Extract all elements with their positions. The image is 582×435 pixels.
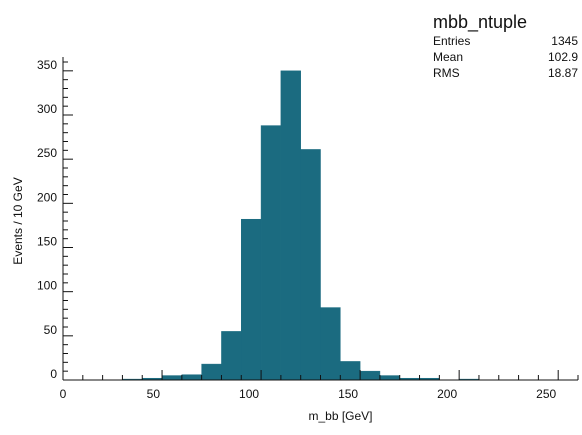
x-tick-label: 50 bbox=[147, 387, 161, 401]
y-tick-label: 100 bbox=[37, 279, 57, 293]
histogram-bar bbox=[359, 370, 381, 381]
stats-box-title: mbb_ntuple bbox=[433, 12, 527, 33]
histogram-bar bbox=[221, 331, 242, 381]
y-axis-label: Events / 10 GeV bbox=[11, 177, 25, 264]
y-tick-label: 350 bbox=[37, 58, 57, 72]
x-axis-label: m_bb [GeV] bbox=[308, 409, 372, 423]
histogram-bar bbox=[161, 375, 183, 381]
x-tick-label: 0 bbox=[60, 387, 67, 401]
stats-mean-value: 102.9 bbox=[548, 50, 578, 64]
x-tick-label: 100 bbox=[239, 387, 259, 401]
y-tick-label: 200 bbox=[37, 190, 57, 204]
histogram-bar bbox=[260, 125, 282, 381]
stats-mean-label: Mean bbox=[433, 50, 463, 64]
stats-box: mbb_ntuple Entries 1345 Mean 102.9 RMS 1… bbox=[433, 12, 578, 80]
histogram-bar bbox=[300, 149, 321, 381]
stats-rms-value: 18.87 bbox=[548, 66, 578, 80]
x-tick-label: 150 bbox=[338, 387, 358, 401]
tick-labels-group: 0 50 100 150 200 250 0 50 100 150 200 250 300 350 bbox=[37, 58, 557, 401]
histogram-bar bbox=[280, 70, 301, 381]
y-tick-label: 300 bbox=[37, 102, 57, 116]
histogram-bar bbox=[320, 307, 341, 381]
y-tick-label: 0 bbox=[50, 367, 57, 381]
stats-entries-label: Entries bbox=[433, 34, 470, 48]
stats-rms-label: RMS bbox=[433, 66, 460, 80]
histogram-bar bbox=[379, 375, 400, 381]
x-tick-label: 200 bbox=[437, 387, 457, 401]
histogram-bar bbox=[241, 218, 262, 381]
ticks-group bbox=[62, 61, 579, 381]
histogram-bar bbox=[340, 361, 361, 381]
bars-group bbox=[122, 70, 480, 381]
y-tick-label: 50 bbox=[44, 323, 58, 337]
stats-entries-value: 1345 bbox=[551, 34, 578, 48]
y-tick-label: 250 bbox=[37, 146, 57, 160]
histogram-bar bbox=[181, 374, 202, 381]
y-tick-label: 150 bbox=[37, 235, 57, 249]
x-tick-label: 250 bbox=[536, 387, 556, 401]
histogram-bar bbox=[201, 363, 222, 381]
